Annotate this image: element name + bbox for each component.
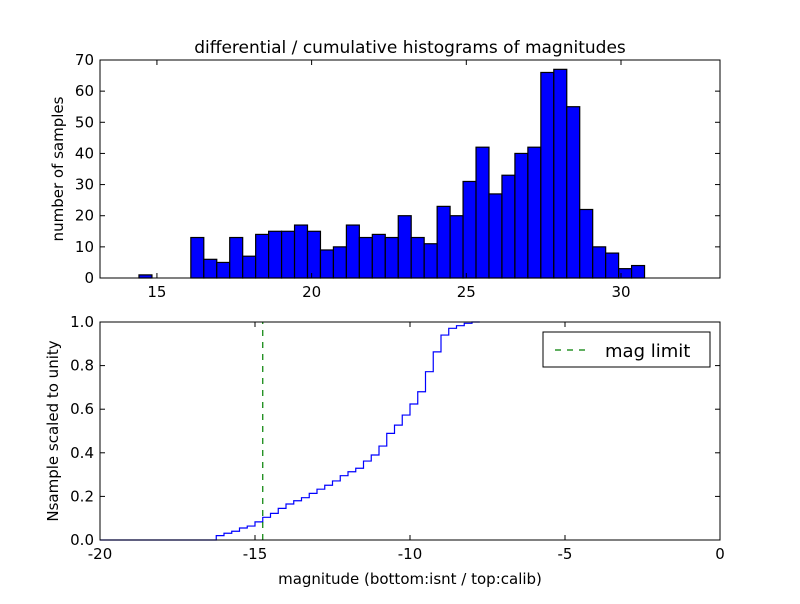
histogram-bar — [553, 68, 568, 279]
histogram-bar — [566, 106, 581, 279]
cumulative-step-line — [100, 321, 480, 541]
x-axis-label: magnitude (bottom:isnt / top:calib) — [278, 570, 542, 588]
histogram-bar — [436, 205, 451, 279]
y-tick-label: 30 — [75, 176, 94, 194]
histogram-bar — [280, 230, 296, 279]
x-tick-label: -10 — [398, 545, 423, 563]
y-tick-label: 40 — [75, 144, 94, 162]
histogram-bar — [306, 230, 322, 279]
histogram-bar — [371, 233, 386, 279]
top-y-axis-label: number of samples — [49, 96, 67, 241]
histogram-bar — [410, 236, 425, 279]
y-tick-label: 50 — [75, 113, 94, 131]
y-tick-label: 70 — [75, 51, 94, 69]
histogram-bar — [190, 236, 205, 279]
y-tick-label: 0 — [84, 269, 94, 287]
x-tick-label: -15 — [243, 545, 268, 563]
histogram-bar — [579, 208, 594, 279]
chart-title: differential / cumulative histograms of … — [194, 38, 626, 58]
histogram-bar — [449, 215, 464, 279]
y-tick-label: 0.2 — [70, 487, 94, 505]
x-tick-label: -20 — [88, 545, 113, 563]
y-tick-label: 0.0 — [70, 531, 94, 549]
histogram-bar — [527, 146, 542, 279]
histogram-bar — [358, 236, 373, 279]
histogram-bar — [630, 264, 646, 279]
y-tick-label: 0.8 — [70, 357, 94, 375]
histogram-bar — [592, 246, 607, 279]
histogram-bar — [605, 252, 620, 279]
differential-histogram: 15 20 25 30 0 10 20 30 40 50 60 70 — [75, 51, 721, 301]
histogram-bar — [384, 236, 399, 279]
x-tick-label: 20 — [302, 283, 321, 301]
legend-label: mag limit — [605, 341, 690, 362]
histogram-bar — [332, 246, 347, 279]
y-tick-label: 60 — [75, 82, 94, 100]
histogram-bar — [229, 236, 244, 279]
y-tick-label: 0.6 — [70, 400, 94, 418]
histogram-bar — [423, 243, 438, 279]
y-tick-label: 0.4 — [70, 444, 94, 462]
x-tick-label: 0 — [715, 545, 725, 563]
histogram-bar — [345, 224, 360, 279]
axes-frame — [99, 59, 721, 279]
histogram-bar — [242, 255, 257, 279]
histogram-bar — [216, 261, 231, 279]
histogram-bar — [203, 258, 218, 279]
histogram-bar — [268, 230, 283, 279]
bottom-y-axis-label: Nsample scaled to unity — [44, 340, 62, 521]
histogram-bar — [397, 215, 412, 279]
x-tick-label: 25 — [457, 283, 476, 301]
histogram-bar — [255, 233, 270, 279]
y-tick-label: 1.0 — [70, 313, 94, 331]
histogram-bar — [540, 71, 555, 279]
legend: mag limit — [542, 331, 711, 368]
histogram-bar — [293, 224, 309, 279]
y-tick-label: 10 — [75, 238, 94, 256]
x-tick-label: 15 — [147, 283, 166, 301]
cumulative-histogram: -20 -15 -10 -5 0 0.0 0.2 0.4 0.6 0.8 1.0 — [70, 313, 725, 563]
x-tick-label: -5 — [558, 545, 573, 563]
histogram-bar — [488, 193, 503, 279]
histogram-bar — [514, 152, 529, 279]
histogram-bar — [319, 249, 335, 279]
histogram-bar — [462, 180, 477, 279]
y-tick-label: 20 — [75, 207, 94, 225]
histogram-bar — [475, 146, 490, 279]
histogram-bar — [501, 174, 516, 279]
x-tick-label: 30 — [611, 283, 630, 301]
